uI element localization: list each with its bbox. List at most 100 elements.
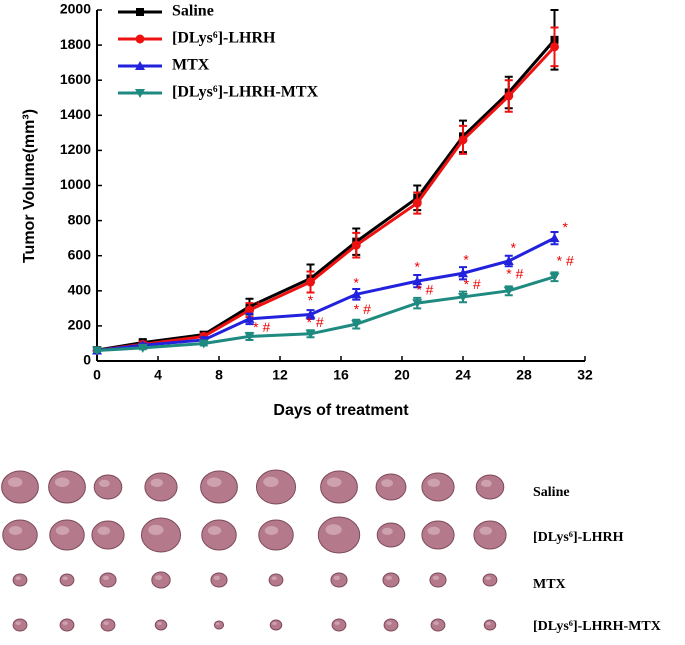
marker xyxy=(244,313,255,323)
marker xyxy=(137,343,148,353)
tumor xyxy=(331,618,347,632)
tumor xyxy=(1,470,39,504)
marker xyxy=(458,292,468,302)
tumor xyxy=(93,474,123,500)
tumor-highlight xyxy=(99,479,110,487)
tumor-highlight xyxy=(485,576,491,580)
y-tick-label: 1200 xyxy=(60,141,91,157)
annotation: * xyxy=(463,252,469,268)
x-axis-label: Days of treatment xyxy=(273,402,409,419)
tumor-highlight xyxy=(15,576,21,580)
legend-label: [DLys⁶]-LHRH-MTX xyxy=(172,84,319,101)
photo-label: [DLys⁶]-LHRH xyxy=(533,530,624,545)
tumor-highlight xyxy=(327,477,342,488)
tumor xyxy=(483,619,497,631)
tumor-highlight xyxy=(263,476,279,487)
y-tick-label: 200 xyxy=(68,317,92,333)
marker xyxy=(198,339,209,349)
annotation: * # xyxy=(506,266,523,282)
marker xyxy=(244,332,255,342)
tumor-highlight xyxy=(155,575,163,580)
marker xyxy=(351,320,362,330)
tumor-highlight xyxy=(264,526,279,535)
tumor xyxy=(473,520,507,550)
marker xyxy=(135,89,145,98)
tumor-highlight xyxy=(334,621,340,625)
tumor-highlight xyxy=(207,477,222,488)
tumor-highlight xyxy=(55,477,70,488)
tumor-photos xyxy=(1,469,507,632)
marker xyxy=(503,286,514,296)
tumor-highlight xyxy=(432,575,440,581)
annotation: * xyxy=(354,274,360,290)
tumor-highlight xyxy=(148,524,164,536)
tumor xyxy=(200,470,238,504)
tumor-highlight xyxy=(97,526,111,535)
tumor xyxy=(59,573,75,587)
legend-label: MTX xyxy=(172,57,210,74)
tumor xyxy=(255,469,297,505)
tumor xyxy=(320,470,358,504)
tumor xyxy=(12,573,28,587)
tumor-highlight xyxy=(8,477,23,488)
marker xyxy=(458,135,468,145)
marker xyxy=(92,346,102,356)
marker xyxy=(412,276,423,286)
tumor-highlight xyxy=(150,478,164,487)
tumor-highlight xyxy=(62,621,68,625)
tumor-highlight xyxy=(157,622,162,625)
annotation: * # xyxy=(253,319,270,335)
tumor-highlight xyxy=(486,622,491,625)
marker xyxy=(305,329,316,339)
tumor-highlight xyxy=(216,622,220,625)
x-tick-label: 20 xyxy=(394,367,410,383)
tumor xyxy=(91,520,125,550)
tumor-highlight xyxy=(213,575,221,581)
x-tick-label: 24 xyxy=(455,367,471,383)
tumor-highlight xyxy=(481,479,492,487)
marker xyxy=(412,299,423,309)
tumor-highlight xyxy=(15,621,21,625)
marker xyxy=(135,61,145,70)
marker xyxy=(135,34,145,44)
x-tick-label: 16 xyxy=(333,367,349,383)
series-line xyxy=(96,38,556,352)
tumor xyxy=(269,619,283,631)
annotation: * # xyxy=(354,301,371,317)
marker xyxy=(136,8,144,16)
tumor-highlight xyxy=(433,621,439,625)
tumor xyxy=(201,519,237,551)
tumor xyxy=(2,519,38,551)
marker xyxy=(458,268,468,278)
x-tick-label: 4 xyxy=(154,367,162,383)
photo-label: [DLys⁶]-LHRH-MTX xyxy=(533,619,661,634)
tumor-highlight xyxy=(333,575,341,581)
tumor-highlight xyxy=(325,524,342,535)
tumor xyxy=(482,573,498,587)
tumor xyxy=(48,470,86,504)
tumor xyxy=(100,618,116,632)
tumor xyxy=(421,472,455,502)
photo-label: MTX xyxy=(533,577,566,592)
tumor-highlight xyxy=(55,526,70,535)
annotation: * # xyxy=(557,253,574,269)
tumor xyxy=(49,519,85,551)
tumor-highlight xyxy=(385,575,393,581)
tumor-highlight xyxy=(386,621,392,625)
annotation: * # xyxy=(416,282,433,298)
series-line xyxy=(96,275,555,352)
y-tick-label: 1400 xyxy=(60,106,91,122)
annotation: * xyxy=(511,239,517,255)
tumor xyxy=(154,619,168,631)
y-tick-label: 600 xyxy=(68,246,92,262)
marker xyxy=(351,289,362,299)
tumor-highlight xyxy=(382,527,393,536)
tumor xyxy=(317,516,361,554)
series-line xyxy=(96,45,556,352)
tumor-highlight xyxy=(8,526,23,535)
marker xyxy=(351,240,361,250)
tumor-highlight xyxy=(272,622,277,625)
tumor-highlight xyxy=(381,479,393,487)
annotation: * # xyxy=(307,314,324,330)
